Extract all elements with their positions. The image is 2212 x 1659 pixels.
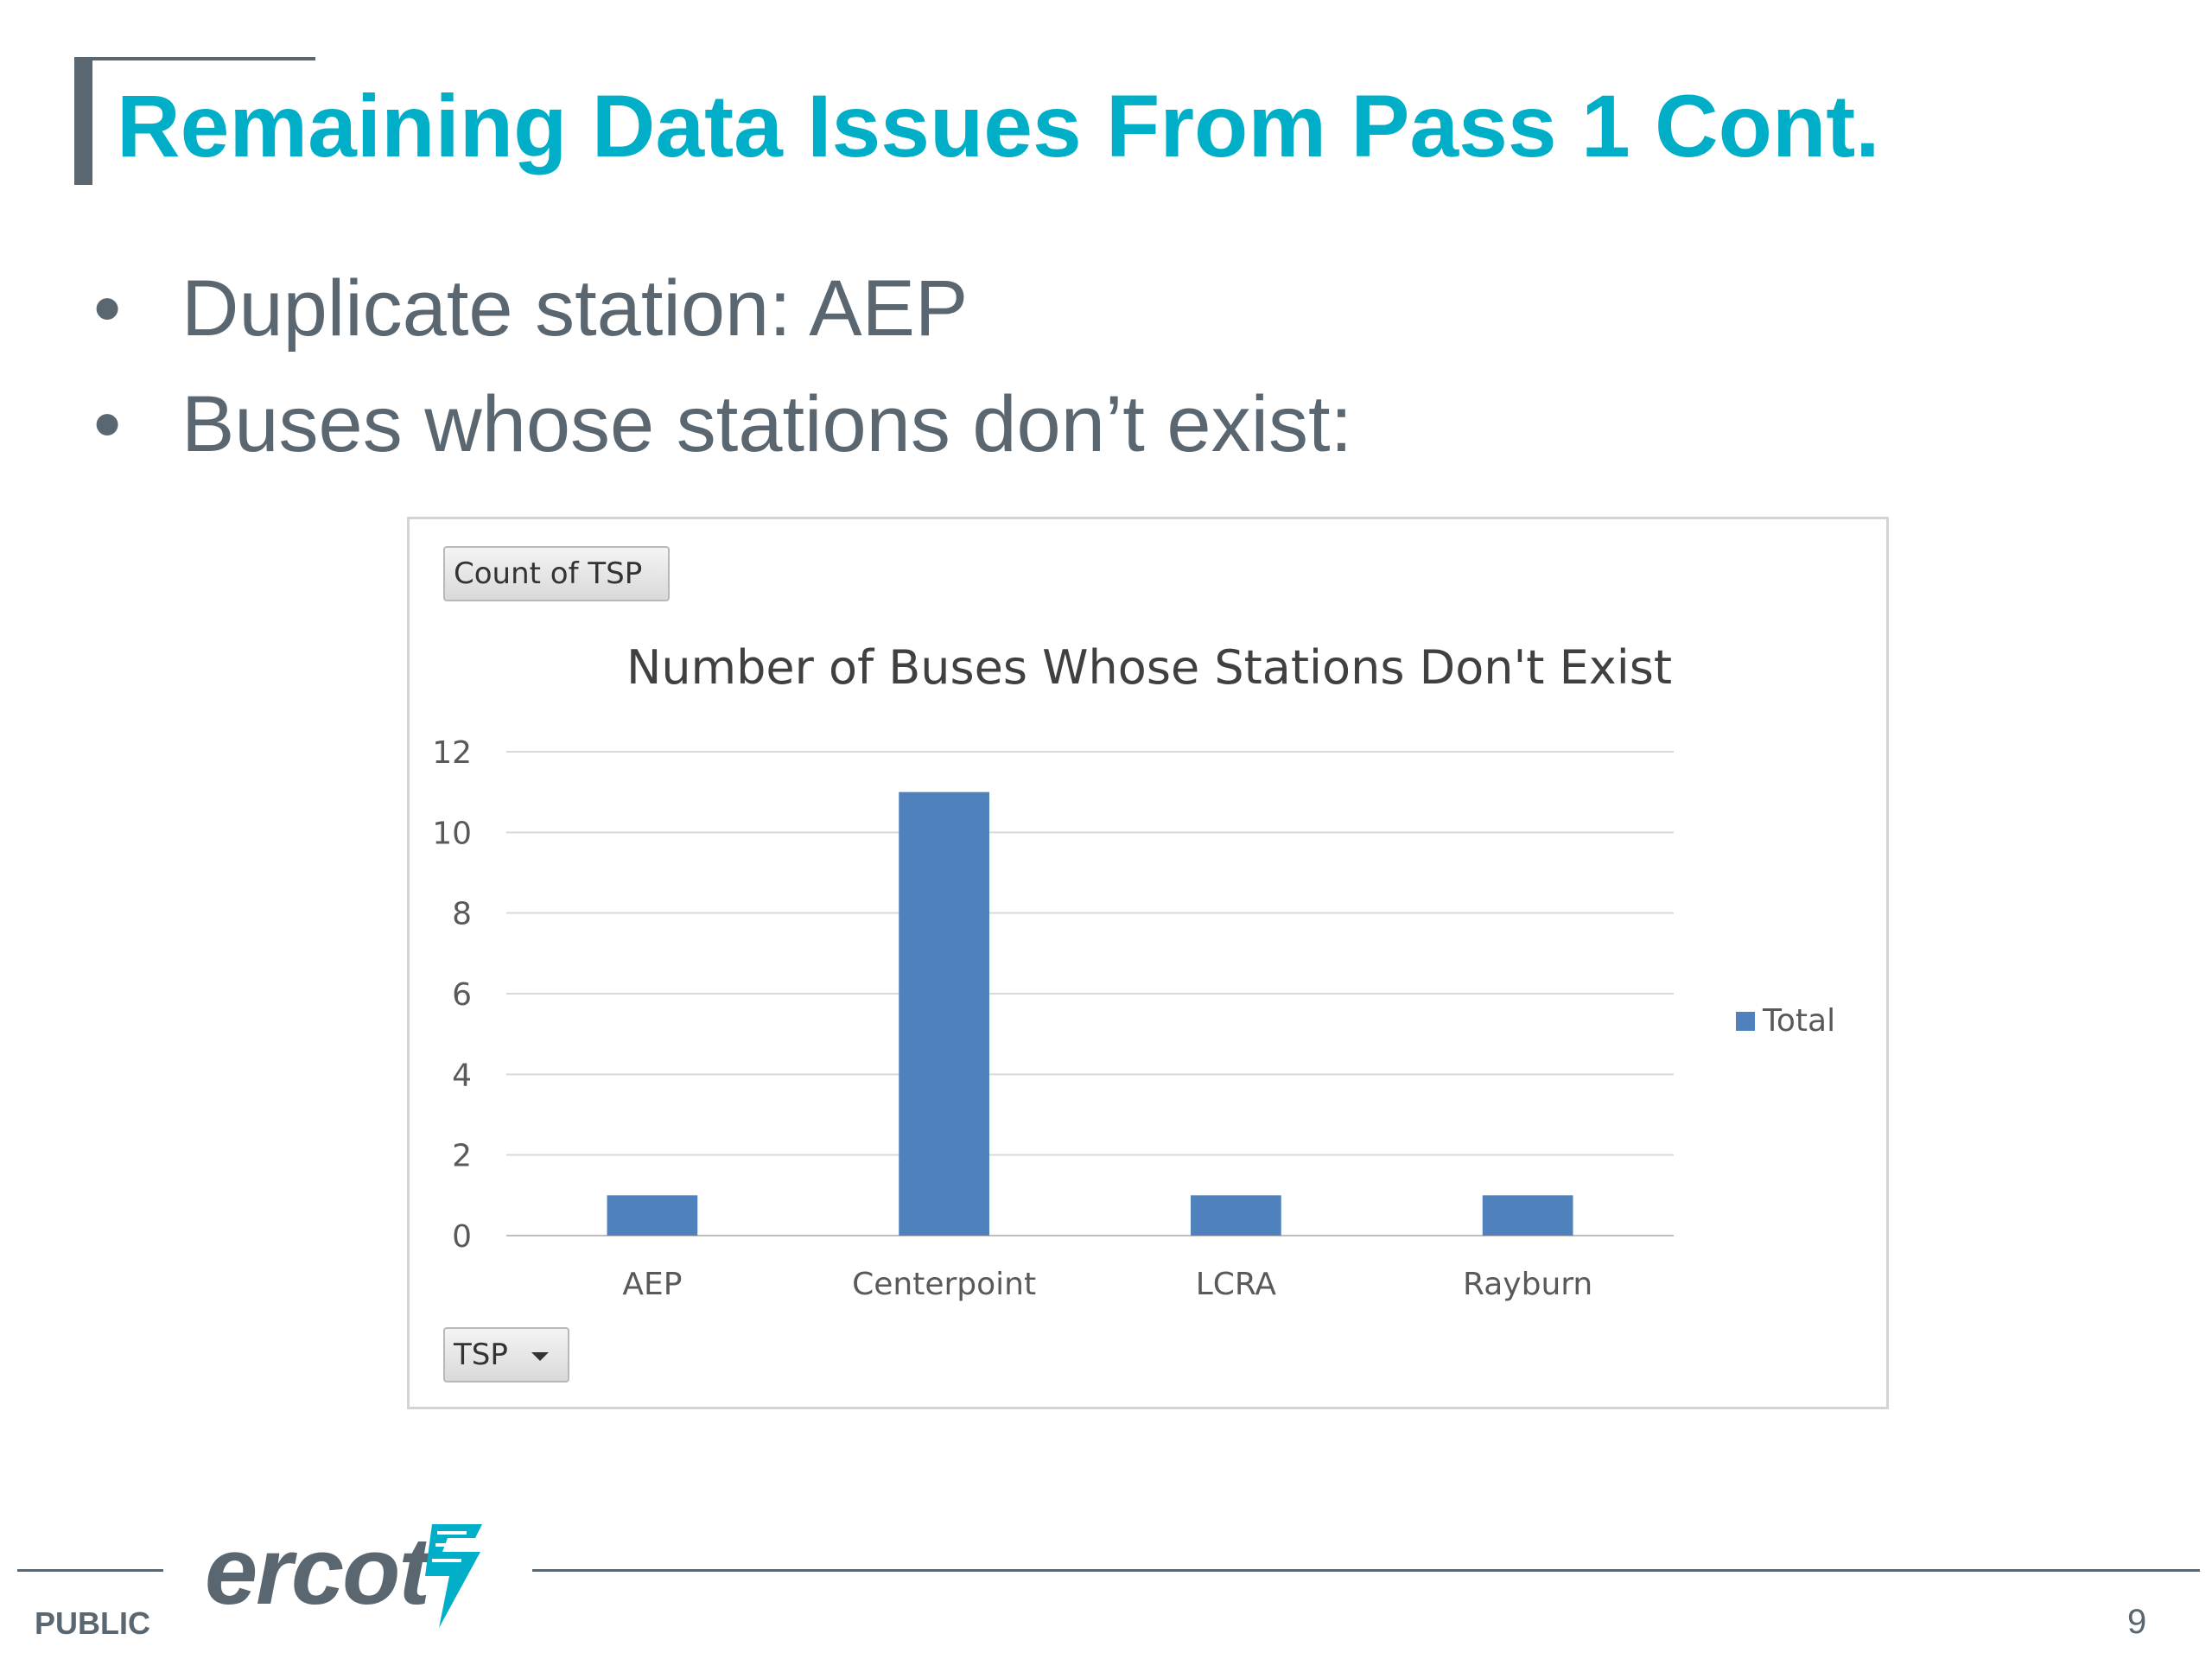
bullet-item: • Buses whose stations don’t exist: [93, 366, 1352, 482]
pivot-value-field-button[interactable]: Count of TSP [443, 546, 670, 601]
bar [607, 1195, 698, 1236]
x-axis: AEP Centerpoint LCRA Rayburn [622, 1267, 1592, 1302]
slide-title: Remaining Data Issues From Pass 1 Cont. [117, 77, 1880, 175]
y-tick-label: 6 [452, 977, 472, 1013]
y-tick-label: 12 [432, 735, 472, 771]
bar [899, 791, 989, 1236]
gridlines [506, 751, 1674, 1236]
bullet-text: Buses whose stations don’t exist: [181, 380, 1353, 468]
x-tick-label: Centerpoint [852, 1267, 1036, 1302]
y-tick-label: 2 [452, 1139, 472, 1174]
title-accent-bar [74, 57, 92, 185]
y-tick-label: 8 [452, 897, 472, 932]
bars [607, 791, 1573, 1236]
page-number: 9 [2127, 1603, 2147, 1641]
footer-rule-right [532, 1569, 2200, 1572]
ercot-bolt-icon [425, 1524, 482, 1628]
y-axis: 0 2 4 6 8 10 12 [432, 735, 472, 1255]
bullet-item: • Duplicate station: AEP [93, 251, 1352, 366]
legend: Total [1736, 1003, 1835, 1039]
chart-title: Number of Buses Whose Stations Don't Exi… [626, 640, 1672, 695]
bullet-text: Duplicate station: AEP [181, 264, 969, 353]
footer-rule-left [17, 1569, 163, 1572]
x-tick-label: AEP [622, 1267, 682, 1302]
bar [1482, 1195, 1573, 1236]
bullet-dot-icon: • [93, 380, 122, 468]
x-tick-label: Rayburn [1463, 1267, 1592, 1302]
y-tick-label: 10 [432, 816, 472, 851]
dropdown-caret-icon [531, 1352, 549, 1361]
bar [1191, 1195, 1281, 1236]
x-tick-label: LCRA [1196, 1267, 1277, 1302]
chart-frame: Count of TSP Number of Buses Whose Stati… [407, 517, 1889, 1409]
bar-chart: Number of Buses Whose Stations Don't Exi… [432, 640, 1835, 1302]
title-accent-rule [74, 57, 315, 60]
legend-label: Total [1762, 1003, 1835, 1039]
ercot-logo: ercot [205, 1518, 430, 1624]
bullet-dot-icon: • [93, 264, 122, 353]
y-tick-label: 4 [452, 1058, 472, 1093]
y-tick-label: 0 [452, 1219, 472, 1255]
bullet-list: • Duplicate station: AEP • Buses whose s… [93, 251, 1352, 482]
classification-label: PUBLIC [35, 1605, 150, 1641]
legend-swatch [1736, 1012, 1755, 1031]
pivot-axis-field-label: TSP [454, 1338, 508, 1372]
pivot-axis-field-dropdown[interactable]: TSP [443, 1327, 569, 1382]
